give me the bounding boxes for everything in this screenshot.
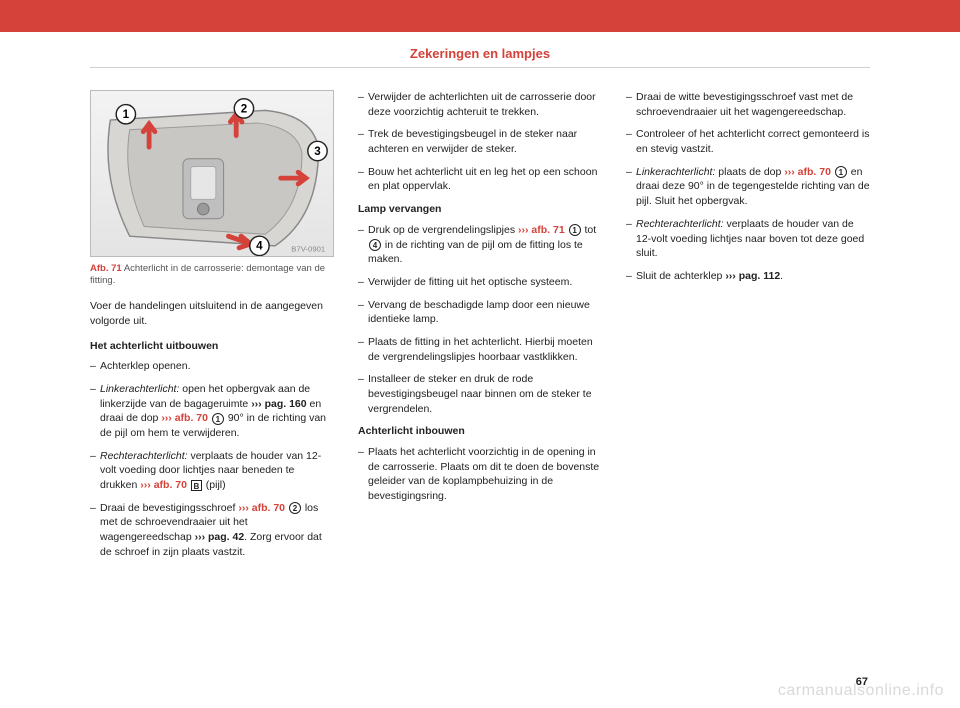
col2-list-bottom: Plaats het achterlicht voorzichtig in de… (358, 445, 602, 504)
list-item: Installeer de steker en druk de rode bev… (358, 372, 602, 416)
callout-1: 1 (123, 108, 130, 121)
column-1: 1 2 3 4 B7V-0901 Afb. 71 Achterlicht in … (90, 90, 334, 678)
figure-71: 1 2 3 4 B7V-0901 (90, 90, 334, 257)
list-item: Trek de bevestigingsbeugel in de steker … (358, 127, 602, 156)
list-item: Vervang de beschadigde lamp door een nie… (358, 298, 602, 327)
list-item: Sluit de achterklep ››› pag. 112. (626, 269, 870, 284)
list-item: Plaats de fitting in het achterlicht. Hi… (358, 335, 602, 364)
col2-list-mid: Druk op de vergrendelingslipjes ››› afb.… (358, 223, 602, 417)
content-columns: 1 2 3 4 B7V-0901 Afb. 71 Achterlicht in … (90, 90, 870, 678)
callout-4: 4 (256, 240, 263, 253)
list-item: Verwijder de achterlichten uit de carros… (358, 90, 602, 119)
callout-3: 3 (314, 145, 321, 158)
figure-label: Afb. 71 (90, 263, 122, 274)
column-3: Draai de witte bevestigingsschroef vast … (626, 90, 870, 678)
col1-subhead: Het achterlicht uitbouwen (90, 339, 334, 354)
list-item: Achterklep openen. (90, 359, 334, 374)
col1-list: Achterklep openen. Linkerachterlicht: ope… (90, 359, 334, 559)
list-item: Draai de witte bevestigingsschroef vast … (626, 90, 870, 119)
list-item: Druk op de vergrendelingslipjes ››› afb.… (358, 223, 602, 267)
col2-list-top: Verwijder de achterlichten uit de carros… (358, 90, 602, 194)
header-red-bar (0, 0, 960, 32)
list-item: Controleer of het achterlicht correct ge… (626, 127, 870, 156)
callout-2: 2 (241, 102, 247, 115)
list-item: Linkerachterlicht: open het opbergvak aa… (90, 382, 334, 441)
col2-subhead1: Lamp vervangen (358, 202, 602, 217)
figure-caption: Afb. 71 Achterlicht in de carrosserie: d… (90, 263, 334, 288)
col2-subhead2: Achterlicht inbouwen (358, 424, 602, 439)
column-2: Verwijder de achterlichten uit de carros… (358, 90, 602, 678)
taillight-diagram: 1 2 3 4 B7V-0901 (90, 90, 334, 257)
header-rule (90, 67, 870, 68)
list-item: Linkerachterlicht: plaats de dop ››› afb… (626, 165, 870, 209)
figure-code: B7V-0901 (291, 245, 325, 254)
list-item: Draai de bevestigingsschroef ››› afb. 70… (90, 501, 334, 560)
list-item: Verwijder de fitting uit het optische sy… (358, 275, 602, 290)
col3-list: Draai de witte bevestigingsschroef vast … (626, 90, 870, 284)
list-item: Plaats het achterlicht voorzichtig in de… (358, 445, 602, 504)
figure-caption-text: Achterlicht in de carrosserie: demontage… (90, 263, 325, 286)
watermark: carmanualsonline.info (778, 682, 944, 700)
list-item: Rechterachterlicht: verplaats de houder … (90, 449, 334, 493)
page: Zekeringen en lampjes (0, 0, 960, 708)
list-item: Bouw het achterlicht uit en leg het op e… (358, 165, 602, 194)
page-title: Zekeringen en lampjes (0, 32, 960, 61)
col1-intro: Voer de handelingen uitsluitend in de aa… (90, 299, 334, 328)
list-item: Rechterachterlicht: verplaats de houder … (626, 217, 870, 261)
page-header: Zekeringen en lampjes (0, 0, 960, 70)
